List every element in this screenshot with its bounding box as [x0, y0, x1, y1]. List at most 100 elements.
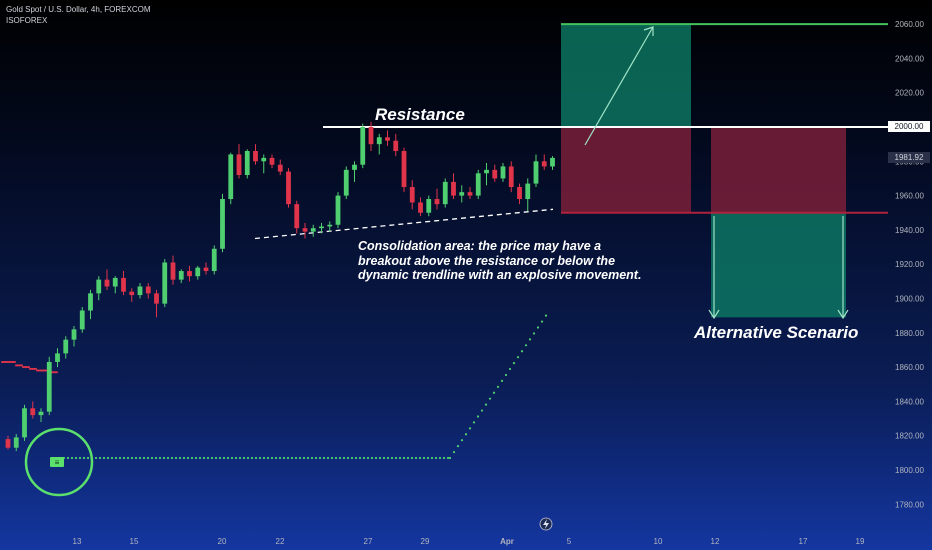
support-dot	[532, 332, 536, 335]
support-dot	[406, 456, 410, 460]
y-tick-label: 2020.00	[895, 89, 924, 98]
support-dot	[386, 456, 390, 460]
candle-body	[71, 329, 77, 340]
support-dot	[334, 456, 338, 460]
support-dot	[464, 433, 468, 436]
support-dot	[194, 456, 198, 460]
risk-zone-alternative	[711, 127, 846, 213]
support-dot	[102, 456, 106, 460]
support-dot	[314, 456, 318, 460]
candle-body	[508, 166, 514, 188]
candle-body	[112, 277, 118, 287]
support-dot	[210, 456, 214, 460]
candle-body	[310, 228, 316, 232]
support-dot	[362, 456, 366, 460]
support-dot	[126, 456, 130, 460]
support-dot	[262, 456, 266, 460]
resistance-dot	[28, 366, 30, 369]
candle-body	[409, 187, 415, 203]
marker-circle	[24, 427, 94, 497]
time-axis[interactable]: 13 15 20 22 27 29 Apr 5 10 12 17 19	[73, 537, 865, 546]
x-tick-label: 19	[856, 537, 865, 546]
candle-body	[162, 262, 168, 304]
support-dot	[198, 456, 202, 460]
price-axis[interactable]: 2060.002040.002020.002000.001980.001960.…	[895, 20, 924, 509]
candle-body	[550, 157, 555, 167]
support-dot	[460, 439, 464, 442]
consolidation-note: Consolidation area: the price may have a…	[358, 239, 642, 282]
support-dot	[330, 456, 334, 460]
candle-body	[261, 157, 267, 162]
y-tick-label: 1920.00	[895, 260, 924, 269]
candle-body	[211, 248, 217, 272]
support-dot	[154, 456, 158, 460]
support-dot	[508, 367, 512, 371]
candle-body	[525, 183, 531, 200]
candle-body	[187, 271, 192, 277]
candle-body	[286, 171, 291, 205]
candle-body	[541, 161, 547, 167]
risk-zone	[561, 127, 691, 213]
support-dot	[158, 456, 162, 460]
support-dot	[500, 379, 504, 382]
dynamic-trendline[interactable]	[254, 208, 554, 240]
candle-body	[459, 192, 465, 196]
support-dot	[358, 456, 362, 460]
marker-badge[interactable]	[50, 457, 64, 467]
candle-body	[319, 226, 324, 229]
support-dot	[520, 350, 524, 353]
x-tick-label: 17	[799, 537, 808, 546]
support-dot	[448, 456, 452, 460]
resistance-dot	[14, 360, 16, 363]
support-dot	[544, 314, 548, 317]
candle-body	[5, 439, 11, 448]
support-dot	[418, 456, 422, 460]
candle-body	[533, 161, 539, 184]
chart-header-author: ISOFOREX	[6, 16, 48, 25]
x-tick-label: 29	[421, 537, 430, 546]
support-dot	[74, 456, 78, 460]
support-dot	[150, 456, 154, 460]
candle-body	[203, 267, 209, 272]
support-dot	[452, 450, 456, 454]
candle-body	[63, 339, 69, 354]
support-dot	[536, 326, 540, 329]
support-dot	[346, 456, 350, 460]
candle-body	[236, 154, 242, 176]
support-dot	[434, 456, 438, 460]
support-dot	[242, 456, 246, 460]
alternative-target-zone	[711, 212, 846, 318]
support-dot	[106, 456, 110, 460]
support-dot	[504, 373, 508, 377]
resistance-dot	[56, 371, 58, 374]
candle-body	[401, 151, 407, 188]
candle-body	[484, 169, 489, 174]
current-price-tag[interactable]: 1981.92	[888, 152, 930, 163]
x-tick-label: Apr	[500, 537, 514, 546]
support-dot	[238, 456, 242, 460]
candle-body	[327, 224, 333, 227]
support-dot	[230, 456, 234, 460]
resistance-price-tag[interactable]: 2000.00	[888, 121, 930, 132]
candle-body	[517, 187, 522, 200]
candle-body	[38, 411, 44, 416]
marker-badge-label: ≡	[55, 458, 60, 467]
support-dot	[94, 456, 98, 460]
candle-body	[88, 293, 93, 311]
support-dot	[472, 421, 476, 424]
x-tick-label: 5	[567, 537, 572, 546]
candle-body	[335, 195, 341, 225]
support-dot	[86, 456, 90, 460]
support-dot	[306, 456, 310, 460]
support-dot	[422, 456, 426, 460]
support-dot	[186, 456, 190, 460]
support-dot	[326, 456, 330, 460]
support-dot	[378, 456, 382, 460]
support-dot	[114, 456, 118, 460]
support-dot	[170, 456, 174, 460]
resistance-label: Resistance	[375, 105, 465, 124]
x-tick-label: 22	[276, 537, 285, 546]
support-dot	[476, 415, 480, 418]
lightning-icon[interactable]	[539, 517, 553, 531]
